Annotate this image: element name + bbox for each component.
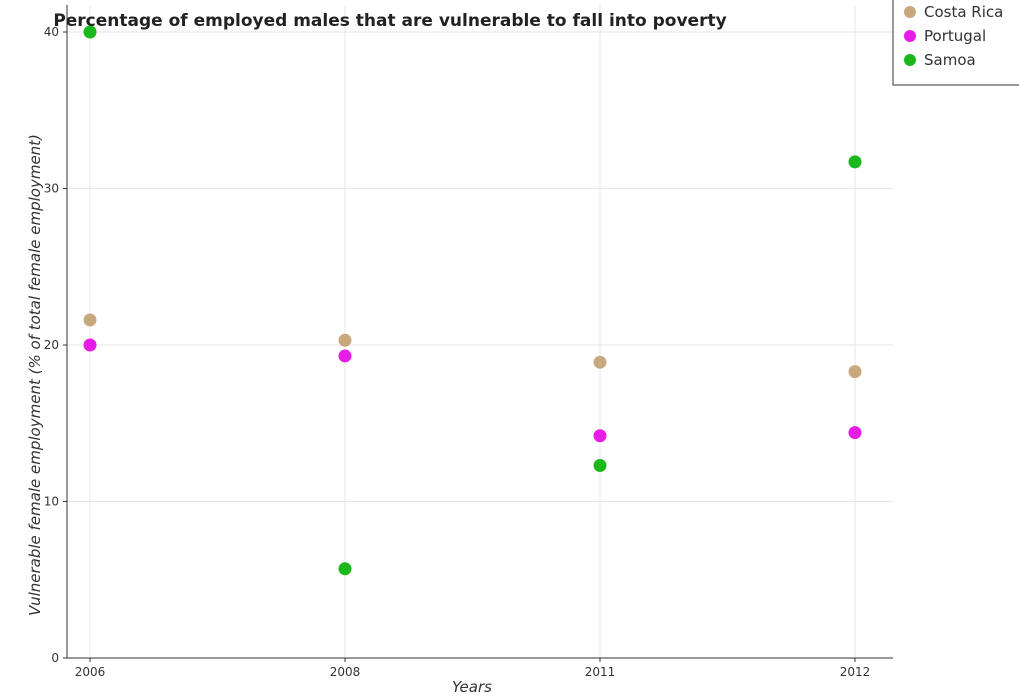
x-tick-label: 2012: [840, 665, 871, 679]
point-portugal-2008: [338, 349, 352, 363]
legend-label-samoa: Samoa: [924, 51, 976, 69]
point-samoa-2008: [338, 562, 352, 576]
point-costa-rica-2006: [83, 313, 97, 327]
grid: [67, 5, 893, 659]
legend-marker-samoa: [904, 54, 916, 66]
point-samoa-2006: [83, 25, 97, 39]
y-tick-label: 40: [44, 25, 59, 39]
chart-title: Percentage of employed males that are vu…: [53, 11, 726, 31]
data-points: [83, 25, 862, 576]
y-tick-label: 20: [44, 338, 59, 352]
point-portugal-2011: [593, 429, 607, 443]
axes: [63, 5, 893, 662]
x-axis-title: Years: [452, 678, 492, 696]
legend-label-costa-rica: Costa Rica: [924, 3, 1003, 21]
y-tick-label: 10: [44, 495, 59, 509]
x-tick-label: 2011: [585, 665, 616, 679]
tick-labels: 0 10 20 30 40 2006 2008 2011 2012: [44, 25, 871, 679]
point-costa-rica-2008: [338, 333, 352, 347]
y-tick-label: 0: [51, 651, 59, 665]
point-costa-rica-2011: [593, 355, 607, 369]
legend-marker-costa-rica: [904, 6, 916, 18]
point-portugal-2006: [83, 338, 97, 352]
point-portugal-2012: [848, 426, 862, 440]
legend-marker-portugal: [904, 30, 916, 42]
point-samoa-2011: [593, 459, 607, 473]
point-costa-rica-2012: [848, 365, 862, 379]
legend-label-portugal: Portugal: [924, 27, 986, 45]
x-tick-label: 2006: [75, 665, 106, 679]
point-samoa-2012: [848, 155, 862, 169]
y-tick-label: 30: [44, 182, 59, 196]
x-tick-label: 2008: [330, 665, 361, 679]
y-axis-title: Vulnerable female employment (% of total…: [26, 134, 44, 616]
legend: Costa Rica Portugal Samoa: [892, 0, 1019, 86]
